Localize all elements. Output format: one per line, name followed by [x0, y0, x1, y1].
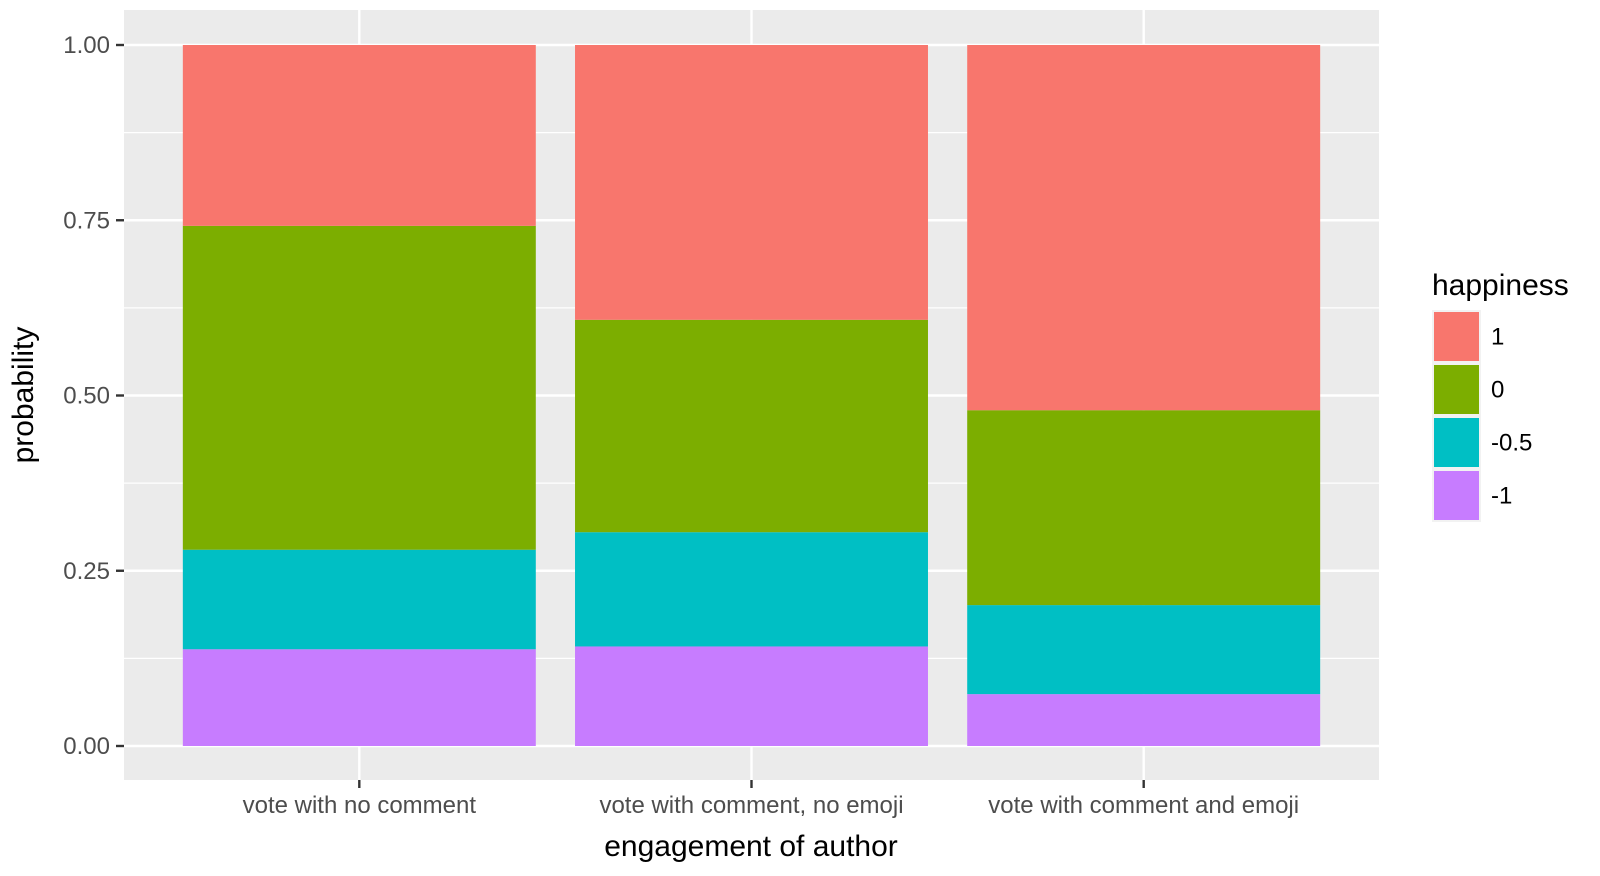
y-tick-label: 0.50 [63, 383, 110, 410]
legend-label: -1 [1491, 483, 1512, 510]
stacked-bars [182, 45, 1321, 746]
legend: happiness 1 0 -0.5 -1 [1432, 269, 1569, 522]
legend-label: 1 [1491, 324, 1504, 351]
bar-segment [182, 649, 536, 746]
legend-label: -0.5 [1491, 430, 1532, 457]
x-axis-title: engagement of author [604, 830, 898, 863]
bar-segment [967, 694, 1321, 746]
y-tick-label: 0.25 [63, 558, 110, 585]
bar-segment [575, 646, 928, 746]
x-tick-label: vote with no comment [243, 792, 477, 819]
bar-segment [967, 605, 1321, 695]
legend-title: happiness [1432, 269, 1569, 302]
y-axis-title: probability [7, 327, 40, 464]
bar-segment [575, 319, 928, 533]
legend-key [1434, 312, 1479, 361]
bar-segment [182, 45, 536, 226]
bar-segment [575, 45, 928, 320]
legend-key [1434, 418, 1479, 467]
y-axis: 0.00 0.25 0.50 0.75 1.00 [63, 32, 124, 760]
bar-segment [182, 225, 536, 550]
y-tick-label: 0.00 [63, 733, 110, 760]
bar-segment [182, 549, 536, 650]
y-tick-label: 1.00 [63, 32, 110, 59]
bar-segment [575, 532, 928, 647]
legend-key [1434, 365, 1479, 414]
legend-label: 0 [1491, 377, 1504, 404]
bar-segment [967, 45, 1321, 411]
x-tick-label: vote with comment, no emoji [599, 792, 903, 819]
x-axis: vote with no comment vote with comment, n… [243, 780, 1299, 819]
x-tick-label: vote with comment and emoji [988, 792, 1299, 819]
y-tick-label: 0.75 [63, 207, 110, 234]
legend-key [1434, 471, 1479, 520]
bar-segment [967, 410, 1321, 606]
